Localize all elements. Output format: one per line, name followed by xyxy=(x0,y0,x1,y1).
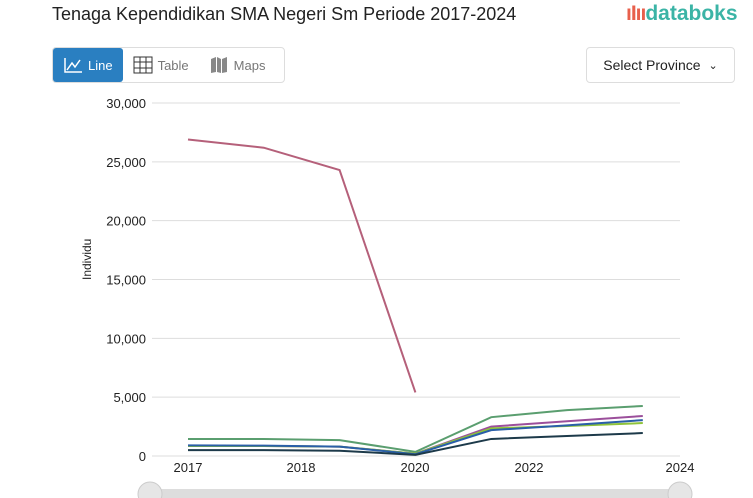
chart-title: Tenaga Kependidikan SMA Negeri Sm Period… xyxy=(52,4,517,24)
y-tick-label: 20,000 xyxy=(106,214,146,229)
province-select-label: Select Province xyxy=(603,57,701,73)
table-icon xyxy=(133,56,153,74)
y-tick-label: 10,000 xyxy=(106,331,146,346)
line-chart-icon xyxy=(64,58,82,73)
x-tick-label: 2020 xyxy=(401,460,430,475)
tab-label: Maps xyxy=(233,57,266,73)
tab-line[interactable]: Line xyxy=(53,48,123,82)
x-tick-label: 2022 xyxy=(515,460,544,475)
province-select[interactable]: Select Province ⌄ xyxy=(586,47,735,83)
x-tick-label: 2017 xyxy=(174,460,203,475)
map-icon xyxy=(210,57,227,73)
view-tabs: Line Table Maps xyxy=(52,47,285,83)
tab-label: Line xyxy=(88,57,113,73)
databoks-logo: ıIııdataboks xyxy=(626,2,738,25)
range-handle-right[interactable] xyxy=(667,481,693,498)
range-handle-left[interactable] xyxy=(137,481,163,498)
series-line-1[interactable] xyxy=(188,404,643,453)
range-slider[interactable] xyxy=(137,481,693,498)
series-line-5[interactable] xyxy=(188,432,643,456)
y-tick-label: 25,000 xyxy=(106,155,146,170)
series-line-0[interactable] xyxy=(187,138,417,393)
x-tick-label: 2018 xyxy=(287,460,316,475)
tab-table[interactable]: Table xyxy=(123,48,199,82)
y-tick-label: 0 xyxy=(139,449,146,464)
x-tick-label: 2024 xyxy=(666,460,695,475)
chevron-down-icon: ⌄ xyxy=(708,59,718,72)
tab-label: Table xyxy=(157,57,189,73)
y-tick-label: 15,000 xyxy=(106,273,146,288)
tab-maps[interactable]: Maps xyxy=(199,48,276,82)
y-tick-label: 5,000 xyxy=(113,390,146,405)
y-tick-label: 30,000 xyxy=(106,96,146,111)
series-line-4[interactable] xyxy=(187,419,643,456)
